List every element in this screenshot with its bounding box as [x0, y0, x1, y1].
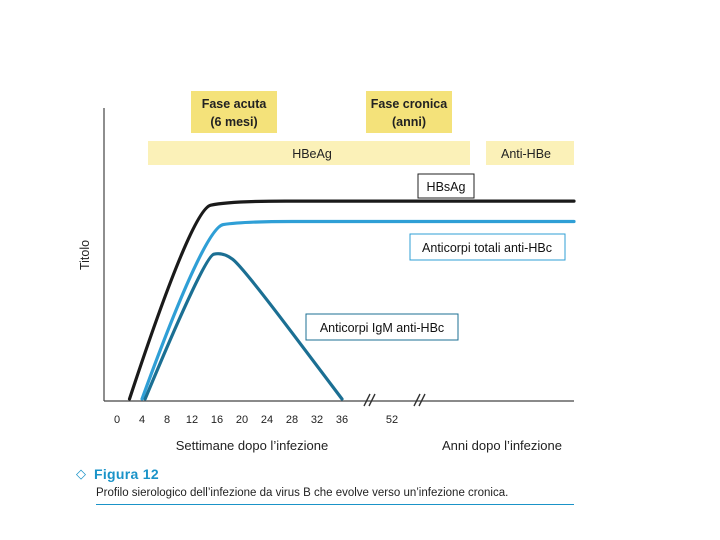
- band-hbeag-label: HBeAg: [292, 147, 332, 161]
- x-tick-20: 20: [236, 414, 248, 426]
- x-tick-0: 0: [114, 414, 120, 426]
- phase-chronic-line1: Fase cronica: [371, 97, 448, 111]
- label-hbsag: HBsAg: [427, 180, 466, 194]
- x-tick-28: 28: [286, 414, 298, 426]
- label-box-igm-anti-hbc: [305, 313, 459, 341]
- x-tick-8: 8: [164, 414, 170, 426]
- series-igm-anti-hbc-line: [143, 252, 344, 401]
- axis-break-2: [413, 393, 426, 407]
- caption-rule: [96, 504, 574, 505]
- x-tick-4: 4: [139, 414, 145, 426]
- label-igm-anti-hbc: Anticorpi IgM anti-HBc: [320, 321, 444, 335]
- x-axis-label-years: Anni dopo l’infezione: [442, 438, 562, 453]
- label-box-anti-hbc-total: [409, 233, 566, 261]
- phase-acute-line1: Fase acuta: [202, 97, 268, 111]
- x-tick-36: 36: [336, 414, 348, 426]
- x-tick-16: 16: [211, 414, 223, 426]
- band-anti-hbe: [486, 141, 574, 165]
- x-tick-12: 12: [186, 414, 198, 426]
- figure-label: Figura 12: [94, 466, 159, 482]
- phase-box-chronic: [366, 91, 452, 133]
- phase-chronic-line2: (anni): [392, 115, 426, 129]
- diamond-icon: ◇: [76, 466, 86, 481]
- x-tick-32: 32: [311, 414, 323, 426]
- series-anti-hbc-total-line: [140, 219, 576, 401]
- x-axis-label-weeks: Settimane dopo l’infezione: [176, 438, 329, 453]
- label-anti-hbc-total: Anticorpi totali anti-HBc: [422, 241, 552, 255]
- band-anti-hbe-label: Anti-HBe: [501, 147, 551, 161]
- phase-acute-line2: (6 mesi): [210, 115, 257, 129]
- serology-chart: Fase acuta (6 mesi) Fase cronica (anni) …: [78, 91, 576, 453]
- series-hbsag-line: [127, 199, 576, 401]
- phase-box-acute: [191, 91, 277, 133]
- x-tick-24: 24: [261, 414, 273, 426]
- x-tick-52: 52: [386, 414, 398, 426]
- y-axis-label: Titolo: [78, 240, 92, 270]
- figure-caption: ◇ Figura 12 Profilo sierologico dell’inf…: [76, 466, 576, 505]
- axis-break-1: [363, 393, 376, 407]
- label-box-hbsag: [417, 173, 475, 199]
- band-hbeag: [148, 141, 470, 165]
- figure-caption-text: Profilo sierologico dell’infezione da vi…: [96, 487, 509, 499]
